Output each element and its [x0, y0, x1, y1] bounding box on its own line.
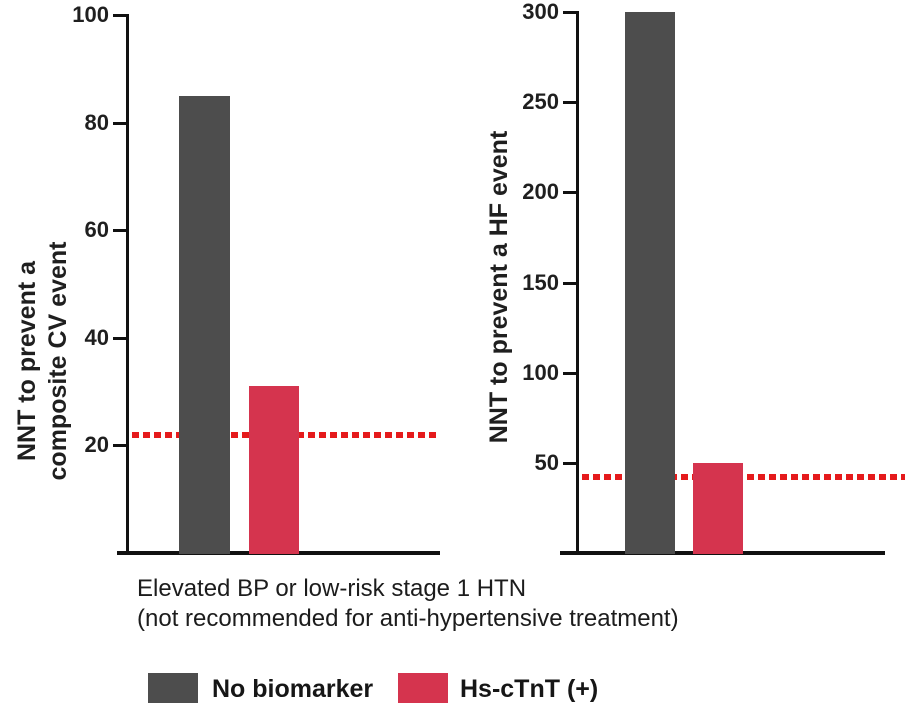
y-axis-tick-label: 80 — [84, 109, 109, 135]
y-axis-tick — [563, 461, 576, 465]
x-axis-caption-line1: Elevated BP or low-risk stage 1 HTN — [137, 575, 527, 602]
y-axis-line-left — [126, 14, 129, 554]
legend-swatch-no-biomarker — [148, 673, 198, 703]
bar-no-biomarker — [179, 95, 230, 554]
y-axis-tick-label: 100 — [72, 2, 109, 27]
reference-dotted-line — [582, 474, 905, 481]
bar-no-biomarker — [625, 12, 675, 554]
y-axis-tick-label: 50 — [534, 449, 559, 475]
y-axis-tick — [563, 191, 576, 195]
y-axis-tick-label: 20 — [84, 432, 109, 458]
legend-swatch-hs-ctnt — [398, 673, 448, 703]
bar-hs-ctnt- — [693, 462, 743, 554]
y-axis-tick-label: 250 — [522, 89, 559, 115]
y-axis-tick — [563, 11, 576, 14]
legend-label-hs-ctnt: Hs-cTnT (+) — [460, 675, 599, 703]
y-axis-tick — [113, 336, 126, 340]
y-axis-title-right: NNT to prevent a HF event — [485, 130, 513, 444]
y-axis-tick-label: 40 — [84, 324, 109, 350]
y-axis-tick — [563, 371, 576, 375]
y-axis-tick — [113, 121, 126, 125]
bar-hs-ctnt- — [249, 386, 299, 554]
y-axis-line-right — [576, 11, 579, 554]
y-axis-tick-label: 200 — [522, 179, 559, 205]
y-axis-tick — [113, 229, 126, 233]
y-axis-tick — [563, 281, 576, 285]
y-axis-tick-label: 150 — [522, 269, 559, 295]
y-axis-tick-label: 100 — [522, 359, 559, 385]
y-axis-tick-label: 300 — [522, 0, 559, 24]
legend-label-no-biomarker: No biomarker — [212, 675, 374, 703]
y-axis-tick — [113, 14, 126, 17]
y-axis-title-left: NNT to prevent a composite CV event — [13, 241, 72, 481]
y-axis-tick — [113, 444, 126, 448]
y-axis-tick-label: 60 — [84, 217, 109, 243]
y-axis-tick — [563, 101, 576, 105]
x-axis-caption-line2: (not recommended for anti-hypertensive t… — [137, 605, 679, 632]
